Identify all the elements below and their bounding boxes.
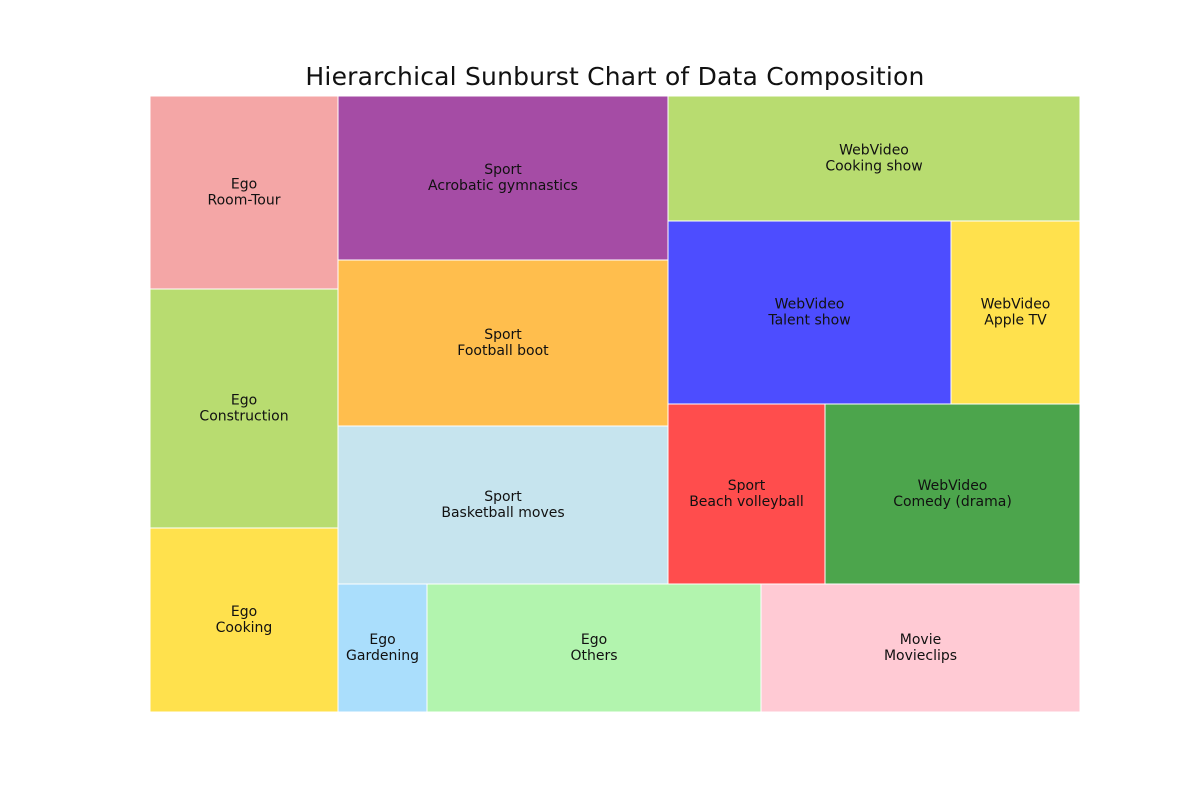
tile-rect (149, 95, 339, 290)
tile-group-label: Ego (231, 604, 257, 620)
tile-group-label: Movie (900, 632, 941, 648)
tile-rect (667, 95, 1081, 222)
tile-name-label: Cooking (216, 620, 273, 636)
tile-name-label: Room-Tour (207, 193, 280, 209)
tile-group-label: Ego (231, 177, 257, 193)
tile-rect (760, 583, 1081, 713)
tile-group-label: Ego (369, 632, 395, 648)
tile-name-label: Construction (199, 409, 288, 425)
tile-group-label: Ego (231, 393, 257, 409)
tile-rect (149, 527, 339, 713)
tile-name-label: Gardening (346, 648, 419, 664)
tile-name-label: Others (570, 648, 617, 664)
tile-name-label: Beach volleyball (689, 494, 804, 510)
tile-rect (950, 220, 1081, 405)
tile-name-label: Comedy (drama) (893, 494, 1012, 510)
tile-group-label: Sport (484, 162, 522, 178)
tile-rect (337, 425, 669, 585)
tile-name-label: Acrobatic gymnastics (428, 178, 578, 194)
tile-name-label: Basketball moves (441, 505, 564, 521)
tile-group-label: WebVideo (839, 143, 909, 159)
tile-name-label: Apple TV (984, 313, 1047, 329)
tile-rect (337, 583, 428, 713)
tile-rect (149, 288, 339, 529)
tile-group-label: WebVideo (918, 478, 988, 494)
tile-group-label: Sport (728, 478, 766, 494)
tile-rect (824, 403, 1081, 585)
tile-name-label: Talent show (767, 313, 850, 329)
tile-name-label: Cooking show (825, 159, 922, 175)
tile-name-label: Movieclips (884, 648, 957, 664)
tile-name-label: Football boot (457, 343, 549, 359)
tile-group-label: WebVideo (775, 297, 845, 313)
tile-group-label: Sport (484, 327, 522, 343)
tile-rect (426, 583, 762, 713)
tile-rect (337, 95, 669, 261)
tile-group-label: Ego (581, 632, 607, 648)
tile-group-label: WebVideo (981, 297, 1051, 313)
tile-group-label: Sport (484, 489, 522, 505)
tile-rect (667, 403, 826, 585)
chart-title: Hierarchical Sunburst Chart of Data Comp… (305, 62, 925, 91)
